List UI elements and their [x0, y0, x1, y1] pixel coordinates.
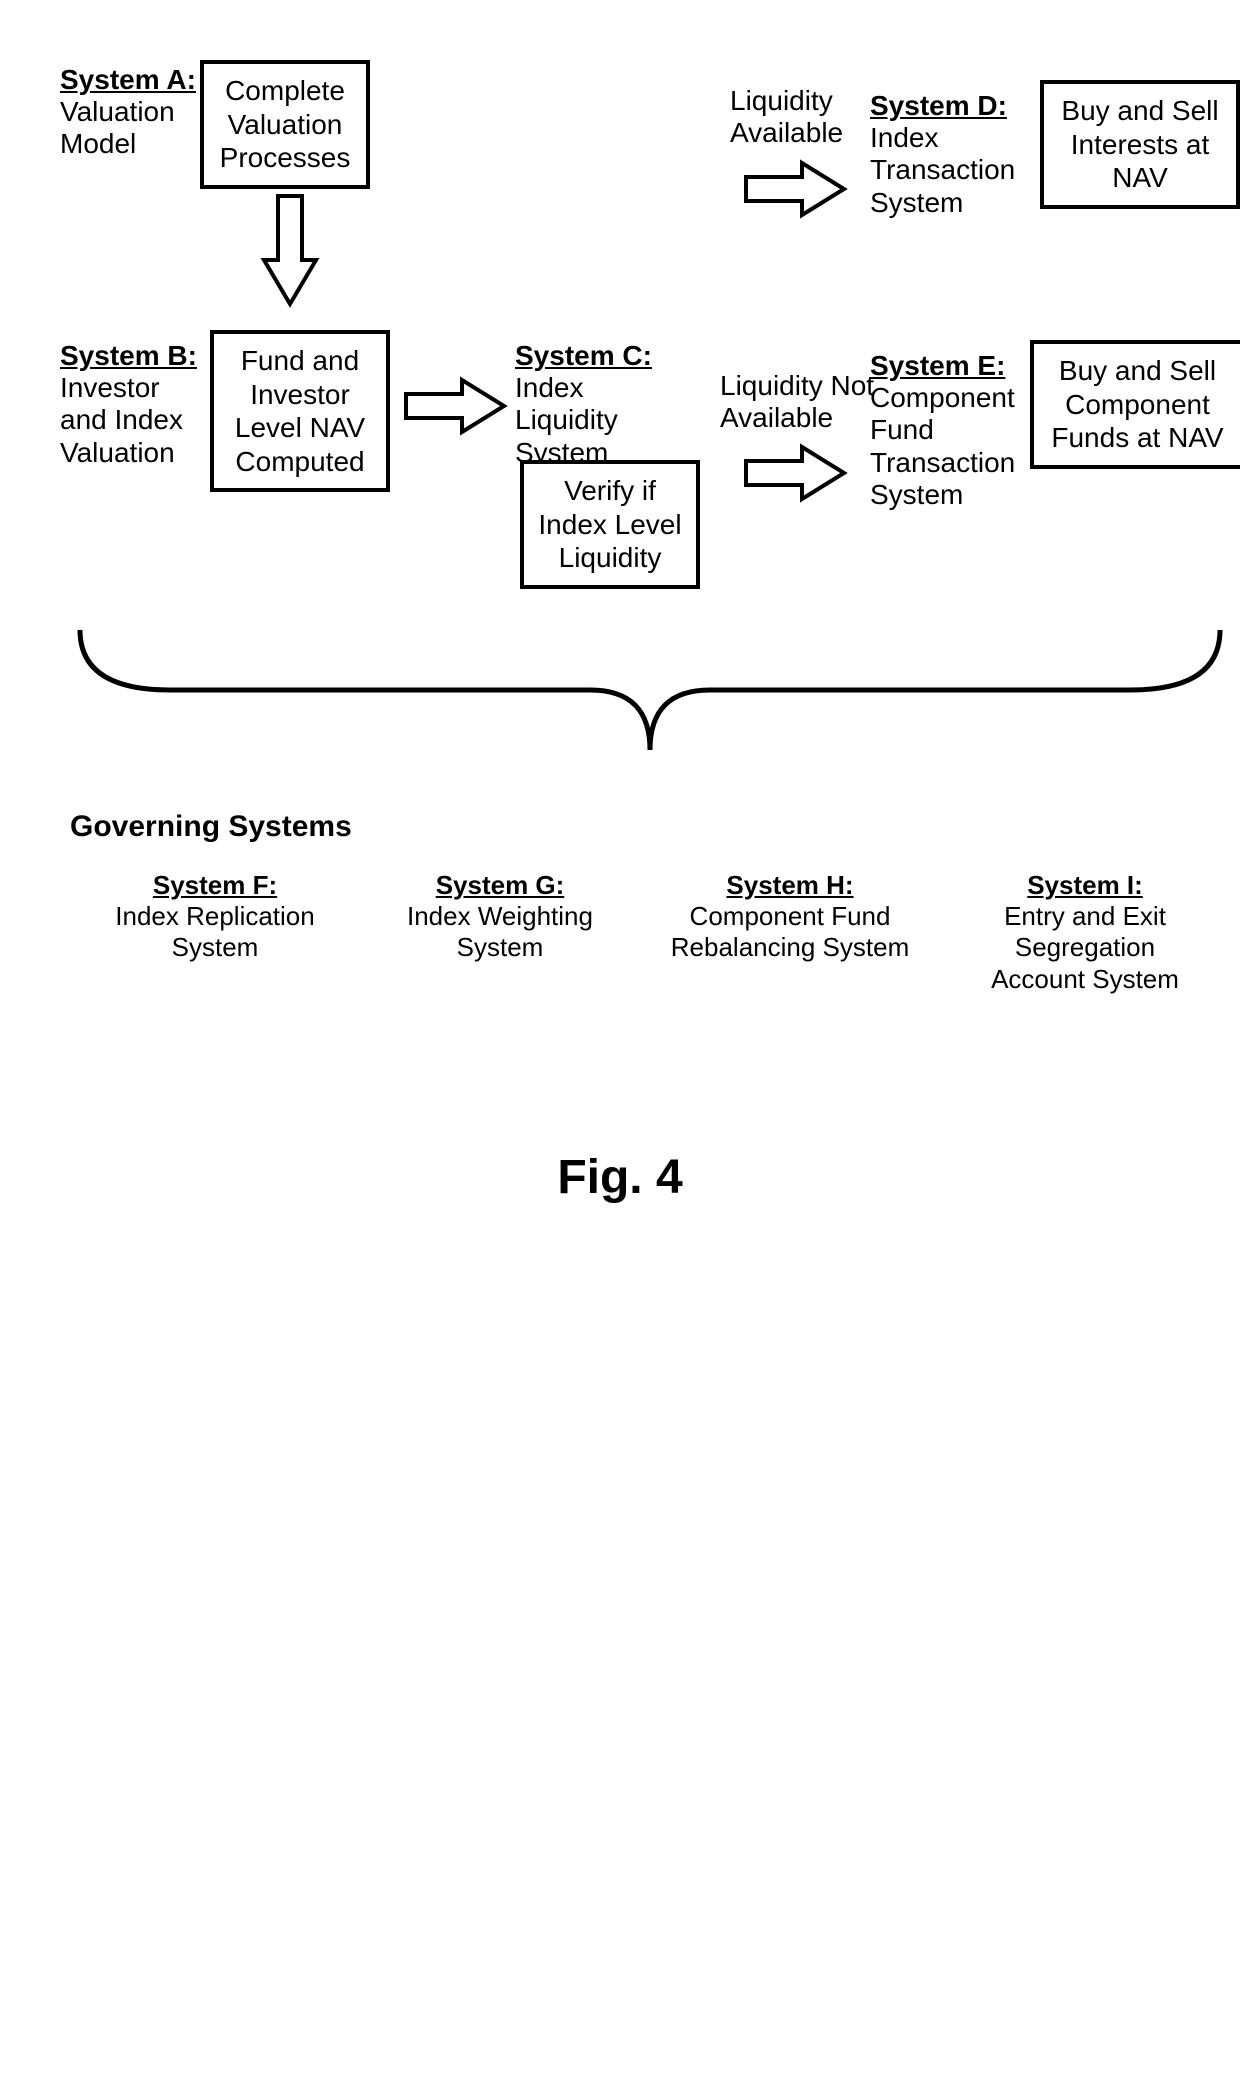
system-b-body: Investor and Index Valuation: [60, 372, 210, 469]
system-d-body: Index Transaction System: [870, 122, 1040, 219]
arrow-a-to-b: [260, 190, 320, 310]
governing-item-g: System G: Index Weighting System: [390, 870, 610, 964]
brace-icon: [50, 610, 1240, 770]
arrow-liquidity-available: [740, 158, 850, 220]
system-d-box: Buy and Sell Interests at NAV: [1040, 80, 1240, 209]
liquidity-available-label: Liquidity Available: [730, 85, 860, 149]
figure-label: Fig. 4: [30, 1150, 1210, 1205]
system-e-label: System E: Component Fund Transaction Sys…: [870, 350, 1040, 511]
system-e-title: System E:: [870, 350, 1040, 382]
governing-item-i-body: Entry and Exit Segregation Account Syste…: [970, 901, 1200, 995]
governing-heading: Governing Systems: [70, 810, 352, 844]
system-c-box: Verify if Index Level Liquidity: [520, 460, 700, 589]
governing-item-h: System H: Component Fund Rebalancing Sys…: [660, 870, 920, 964]
system-b-label: System B: Investor and Index Valuation: [60, 340, 210, 469]
system-a-body: Valuation Model: [60, 96, 200, 160]
system-c-title: System C:: [515, 340, 655, 372]
system-d-label: System D: Index Transaction System: [870, 90, 1040, 219]
arrow-b-to-c: [400, 375, 510, 437]
governing-item-h-title: System H:: [660, 870, 920, 901]
system-c-body: Index Liquidity System: [515, 372, 655, 469]
system-e-box: Buy and Sell Component Funds at NAV: [1030, 340, 1240, 469]
system-b-box: Fund and Investor Level NAV Computed: [210, 330, 390, 492]
system-a-title: System A:: [60, 64, 200, 96]
governing-item-g-body: Index Weighting System: [390, 901, 610, 963]
system-b-title: System B:: [60, 340, 210, 372]
governing-item-i-title: System I:: [970, 870, 1200, 901]
system-c-label: System C: Index Liquidity System: [515, 340, 655, 469]
liquidity-not-available-label: Liquidity Not Available: [720, 370, 890, 434]
system-a-box: Complete Valuation Processes: [200, 60, 370, 189]
governing-item-f-title: System F:: [100, 870, 330, 901]
system-d-title: System D:: [870, 90, 1040, 122]
governing-item-g-title: System G:: [390, 870, 610, 901]
governing-item-i: System I: Entry and Exit Segregation Acc…: [970, 870, 1200, 995]
governing-item-h-body: Component Fund Rebalancing System: [660, 901, 920, 963]
governing-item-f: System F: Index Replication System: [100, 870, 330, 964]
governing-item-f-body: Index Replication System: [100, 901, 330, 963]
diagram-root: System A: Valuation Model Complete Valua…: [30, 30, 1210, 1670]
arrow-liquidity-not-available: [740, 442, 850, 504]
system-e-body: Component Fund Transaction System: [870, 382, 1040, 511]
system-a-label: System A: Valuation Model: [60, 64, 200, 161]
